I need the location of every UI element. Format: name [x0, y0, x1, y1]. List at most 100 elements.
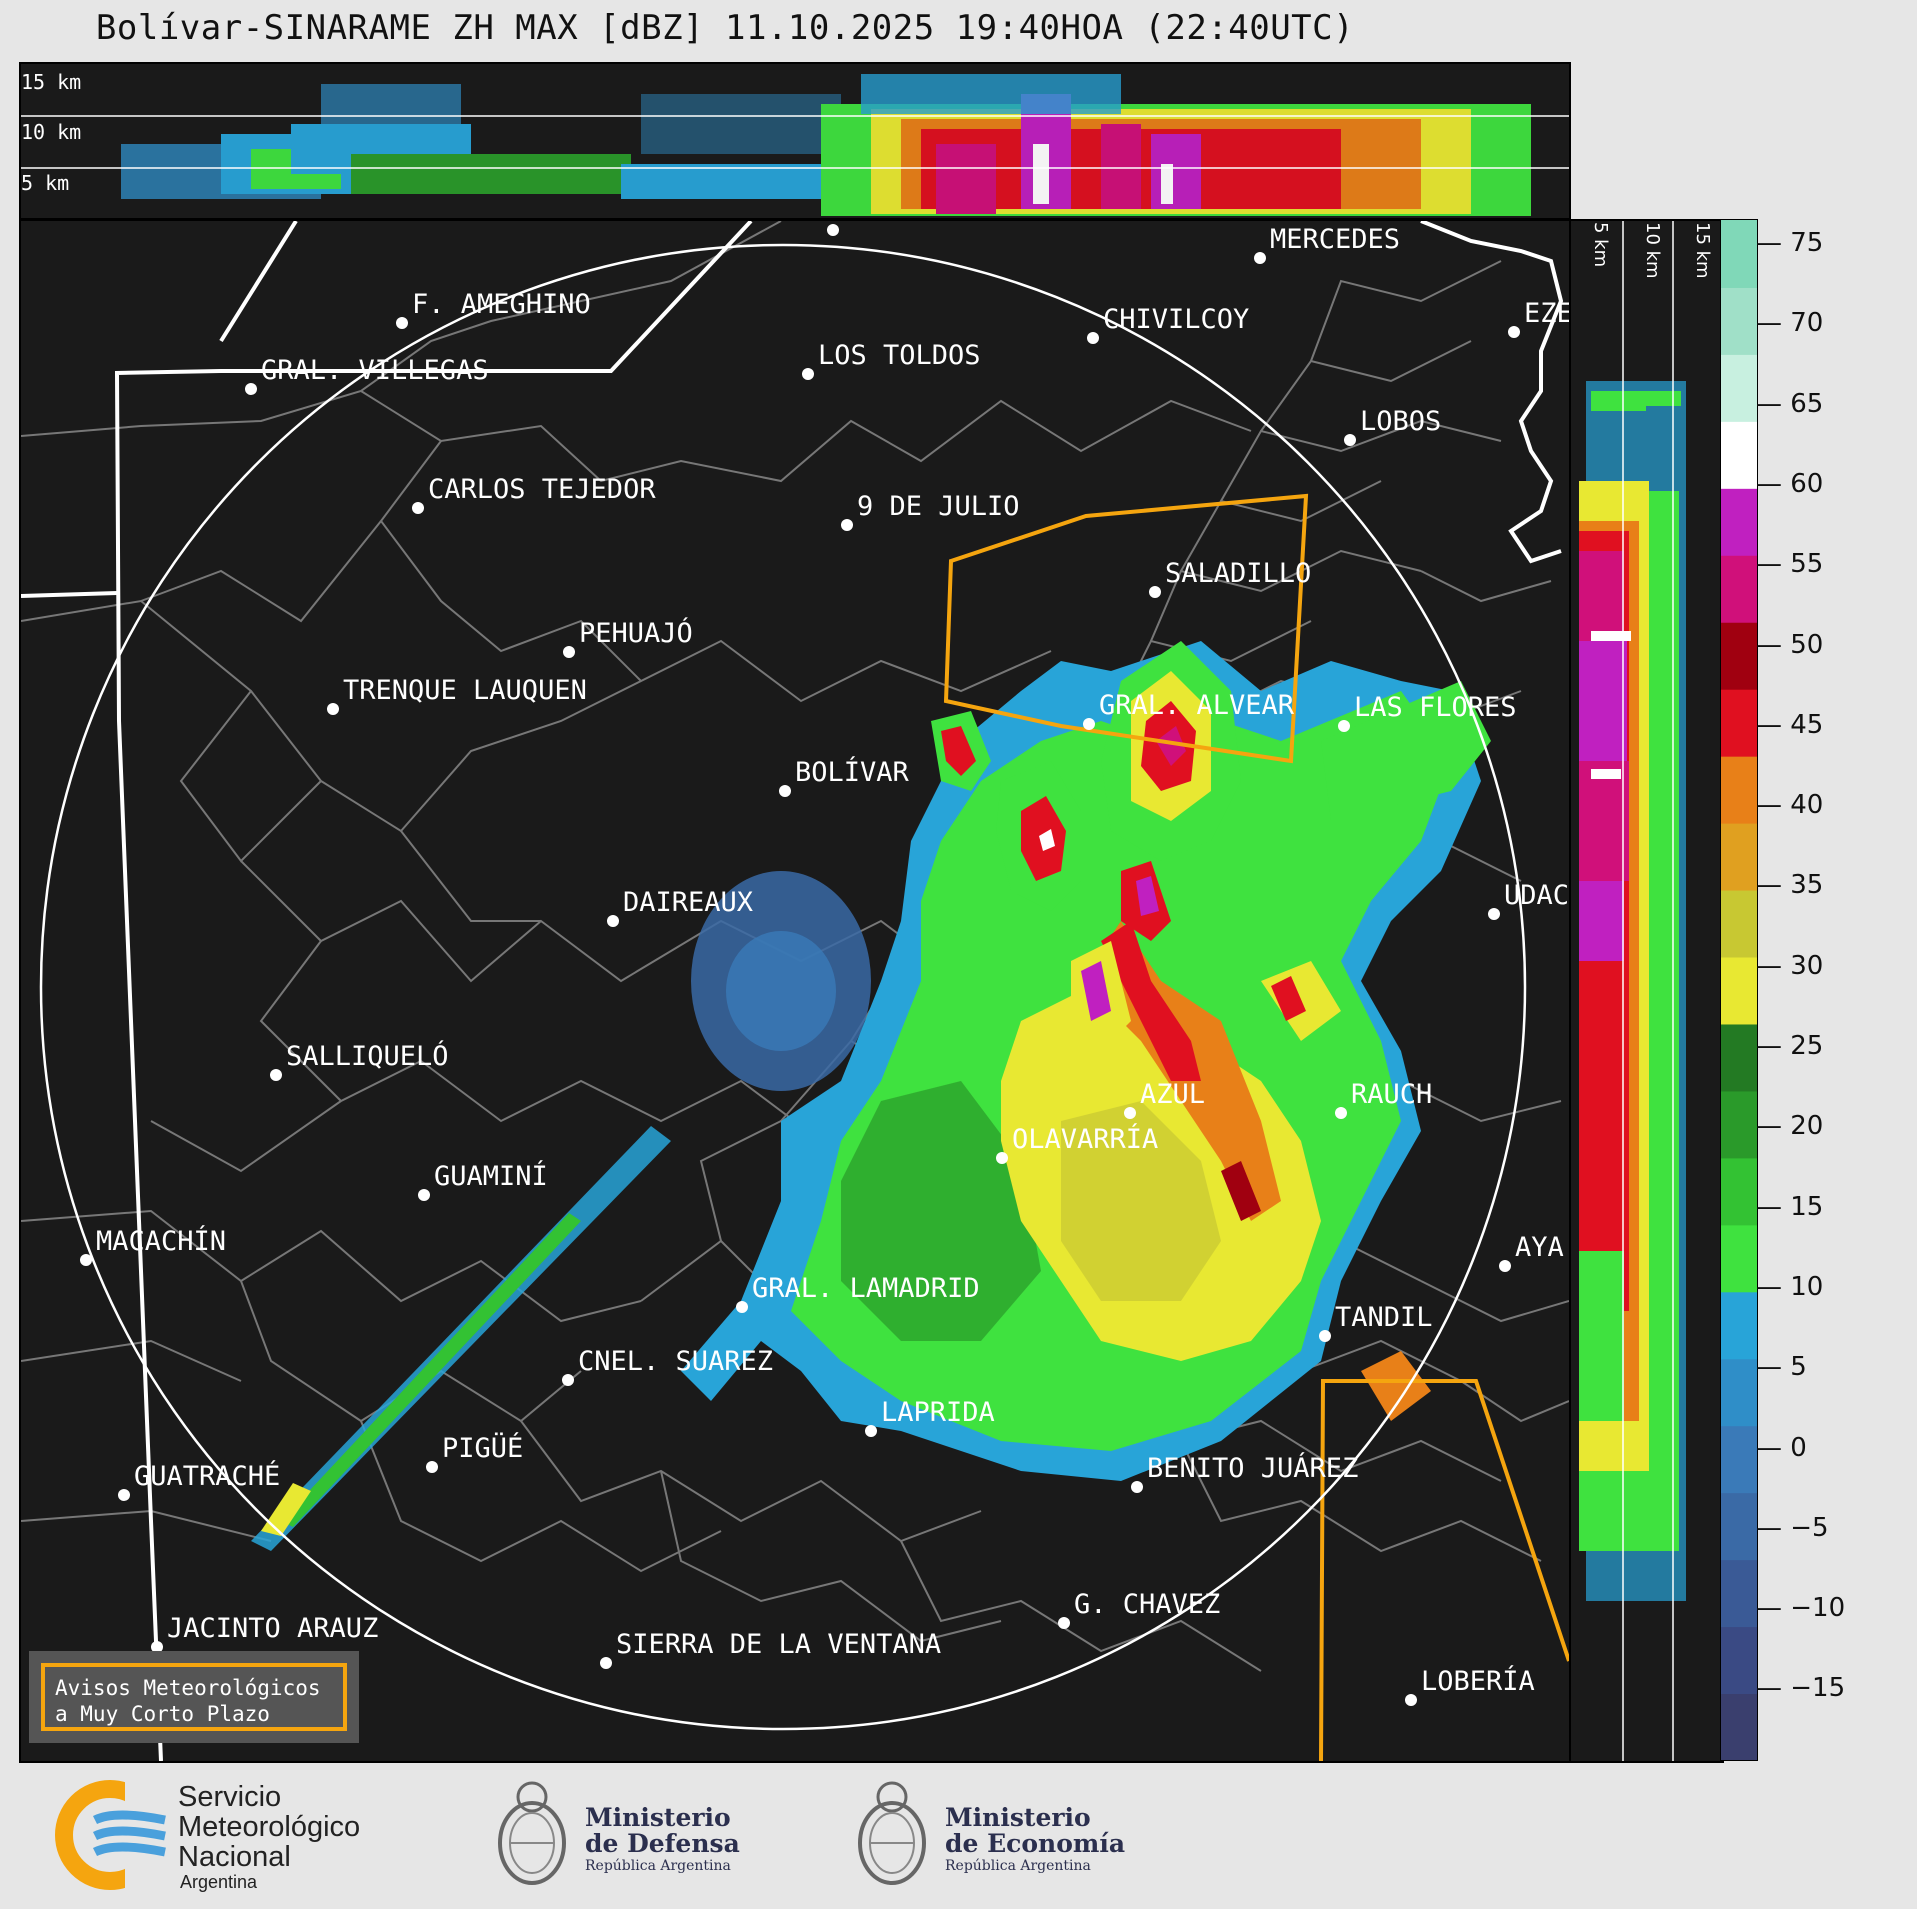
city-label: MACACHÍN	[96, 1225, 226, 1257]
colorbar-tick-label: — 0	[1756, 1432, 1807, 1463]
city-marker	[607, 915, 619, 927]
city-marker	[736, 1301, 748, 1313]
city-marker	[1335, 1107, 1347, 1119]
city-label: GRAL. LAMADRID	[752, 1273, 980, 1304]
side-cross-section-panel	[1569, 219, 1724, 1763]
colorbar-tick-label: — 5	[1756, 1352, 1807, 1383]
colorbar-segment	[1721, 1492, 1757, 1561]
colorbar-segment	[1721, 755, 1757, 824]
city-label: BOLÍVAR	[795, 756, 910, 788]
city-marker	[412, 502, 424, 514]
city-label: JUNÍN	[843, 221, 924, 227]
city-label: TRENQUE LAUQUEN	[343, 675, 587, 706]
city-label: OLAVARRÍA	[1012, 1123, 1158, 1155]
colorbar-tick-label: — 45	[1756, 709, 1824, 740]
defensa-seal-icon	[498, 1781, 566, 1885]
city-label: 9 DE JULIO	[857, 491, 1020, 522]
city-label: AYA	[1515, 1232, 1564, 1263]
defensa-line1: Ministerio	[585, 1803, 731, 1832]
warning-legend-box: Avisos Meteorológicos a Muy Corto Plazo	[29, 1651, 359, 1743]
city-label: EZE	[1524, 298, 1569, 329]
city-label: DAIREAUX	[623, 887, 753, 918]
city-marker	[1083, 718, 1095, 730]
city-label: RAUCH	[1351, 1079, 1432, 1110]
city-label: LOS TOLDOS	[818, 340, 981, 371]
colorbar-tick-label: — 25	[1756, 1031, 1824, 1061]
colorbar-segment	[1721, 286, 1757, 355]
city-marker	[1058, 1617, 1070, 1629]
city-label: JACINTO ARAUZ	[167, 1613, 378, 1644]
colorbar-segment	[1721, 621, 1757, 690]
city-label: LOBERÍA	[1421, 1665, 1535, 1697]
colorbar-segment	[1721, 353, 1757, 422]
city-label: CARLOS TEJEDOR	[428, 474, 656, 505]
city-marker	[1254, 252, 1266, 264]
city-label: CHIVILCOY	[1103, 304, 1249, 335]
city-marker	[426, 1461, 438, 1473]
colorbar-tick-label: — −10	[1756, 1593, 1846, 1624]
smn-line3: Nacional	[178, 1841, 291, 1873]
city-label: BENITO JUÁREZ	[1147, 1452, 1358, 1484]
city-marker	[841, 519, 853, 531]
city-marker	[827, 224, 839, 236]
city-label: LAPRIDA	[881, 1397, 995, 1428]
colorbar-tick-label: — 55	[1756, 549, 1824, 580]
city-marker	[1488, 908, 1500, 920]
colorbar-segment	[1721, 554, 1757, 623]
colorbar-segment	[1721, 688, 1757, 757]
warning-legend-line2: a Muy Corto Plazo	[55, 1702, 270, 1726]
city-marker	[151, 1641, 163, 1653]
city-marker	[1508, 326, 1520, 338]
city-label: GRAL. ALVEAR	[1099, 690, 1295, 721]
colorbar-tick-label: — 20	[1756, 1111, 1824, 1142]
city-label: CNEL. SUAREZ	[578, 1346, 773, 1377]
colorbar-tick-label: — −5	[1756, 1512, 1829, 1543]
city-label: LOBOS	[1360, 406, 1441, 437]
city-label: PIGÜÉ	[442, 1432, 523, 1464]
city-marker	[1087, 332, 1099, 344]
warning-legend-line1: Avisos Meteorológicos	[55, 1676, 321, 1700]
colorbar	[1720, 219, 1758, 1761]
city-marker	[327, 703, 339, 715]
colorbar-segment	[1721, 420, 1757, 489]
range-ring	[39, 243, 1527, 1731]
city-marker	[865, 1425, 877, 1437]
city-marker	[245, 383, 257, 395]
city-marker	[1131, 1481, 1143, 1493]
colorbar-tick-label: — 50	[1756, 629, 1824, 660]
city-label: SALLIQUELÓ	[286, 1040, 449, 1072]
economia-name: Ministerio de Economía República Argenti…	[945, 1805, 1125, 1875]
colorbar-segment	[1721, 487, 1757, 556]
city-label: AZUL	[1140, 1079, 1205, 1110]
province-boundaries	[21, 221, 1564, 1761]
city-marker	[1338, 720, 1350, 732]
colorbar-tick-label: — −15	[1756, 1673, 1846, 1704]
colorbar-tick-label: — 75	[1756, 228, 1824, 258]
colorbar-segment	[1721, 1358, 1757, 1427]
top-echo-band	[121, 74, 1531, 216]
radar-map: LABOULAYERUFINOC. DE ARECOJUNÍNMERCEDESF…	[19, 219, 1571, 1763]
city-marker	[1405, 1694, 1417, 1706]
city-marker	[396, 317, 408, 329]
colorbar-segment	[1721, 1559, 1757, 1628]
side-label-5km: 5 km	[1590, 222, 1611, 268]
city-marker	[118, 1489, 130, 1501]
colorbar-segment	[1721, 1291, 1757, 1360]
city-marker	[418, 1189, 430, 1201]
colorbar-tick-label: — 10	[1756, 1271, 1824, 1302]
city-marker	[1124, 1107, 1136, 1119]
side-echo-band	[1579, 381, 1686, 1601]
colorbar-segment	[1721, 889, 1757, 958]
warning-polygons	[943, 493, 1569, 1761]
colorbar-tick-label: — 30	[1756, 950, 1824, 981]
colorbar-tick-label: — 60	[1756, 468, 1824, 499]
city-marker	[996, 1152, 1008, 1164]
colorbar-tick-label: — 65	[1756, 388, 1824, 419]
economia-line1: Ministerio	[945, 1803, 1091, 1832]
colorbar-segment	[1721, 1626, 1757, 1695]
city-marker	[1344, 434, 1356, 446]
city-label: GUATRACHÉ	[134, 1460, 280, 1492]
colorbar-segment	[1721, 1425, 1757, 1494]
city-marker	[1499, 1260, 1511, 1272]
city-label: LAS FLORES	[1354, 692, 1517, 723]
